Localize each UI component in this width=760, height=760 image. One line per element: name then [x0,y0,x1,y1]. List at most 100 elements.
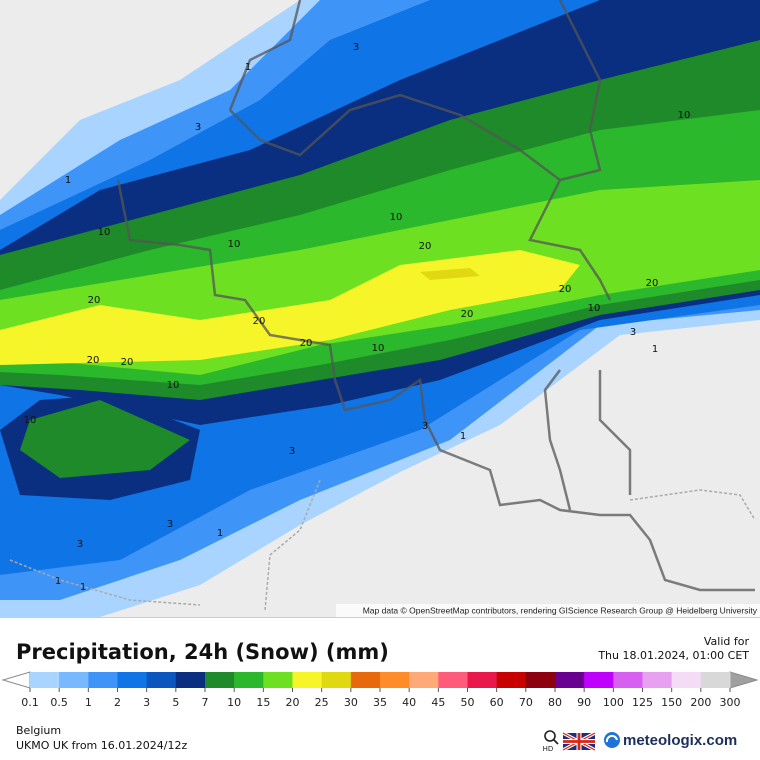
colorbar-tick-label: 200 [690,696,711,709]
colorbar-segment [175,672,206,688]
magnifier-icon [544,730,556,742]
colorbar-segment [613,672,643,688]
border-line [598,370,632,495]
border-line [9,559,201,606]
contour-label: 20 [461,309,474,320]
valid-time: Thu 18.01.2024, 01:00 CET [597,649,749,662]
colorbar-segment [671,672,702,688]
colorbar-tick-label: 45 [431,696,445,709]
colorbar-segment [292,672,323,688]
border-line [228,0,302,111]
contour-label: 1 [65,175,71,186]
brand[interactable]: meteologix.com [604,732,737,749]
attribution-background [336,604,760,617]
colorbar-tick-label: 30 [344,696,358,709]
colorbar-tick-label: 90 [577,696,591,709]
border-line [264,479,321,611]
colorbar-segment [117,672,148,688]
colorbar-tick-label: 10 [227,696,241,709]
model-run: UKMO UK from 16.01.2024/12z [16,739,187,752]
colorbar-tick-label: 100 [603,696,624,709]
colorbar-tick-label: 1 [85,696,92,709]
colorbar-tick-label: 7 [202,696,209,709]
contour-label: 10 [228,239,241,250]
colorbar-segment [642,672,673,688]
colorbar-segment [205,672,235,688]
colorbar-segment [467,672,498,688]
colorbar-segment [700,672,731,688]
map: 1 3 3 1 10 10 10 20 10 20 20 20 20 20 10 10 20 20 20 10 3 1 10… [0,0,760,617]
contour-label: 3 [167,519,173,530]
colorbar-segment [88,672,118,688]
colorbar-segment [350,672,381,688]
border-line [629,489,756,521]
colorbar-segment [584,672,614,688]
flag [563,733,595,750]
contour-label: 3 [630,327,636,338]
contour-label: 20 [300,338,313,349]
contour-label: 20 [121,357,134,368]
contour-label: 20 [646,278,659,289]
colorbar-tick-label: 300 [720,696,741,709]
colorbar-tick-label: 20 [286,696,300,709]
colorbar-tick-label: 2 [114,696,121,709]
brand-logo [605,734,618,743]
colorbar-tick-label: 25 [315,696,329,709]
border-line [543,369,572,511]
colorbar-tick-label: 15 [256,696,270,709]
border-line [558,0,602,182]
language-flag[interactable] [562,731,596,752]
magnifier-icon [553,739,559,745]
colorbar-arrow-low [1,671,31,689]
colorbar-tick-label: 0.1 [21,696,39,709]
contour-label: 3 [422,421,428,432]
colorbar-segment [59,672,89,688]
valid-label: Valid for [704,635,750,648]
border-line [229,93,612,301]
colorbar-segment [409,672,439,688]
contour-label: 10 [390,212,403,223]
legend: Precipitation, 24h (Snow) (mm) Valid for… [0,617,760,753]
colorbar-tick-label: 3 [143,696,150,709]
contour-label: 3 [195,122,201,133]
brand-name: meteologix.com [623,732,737,749]
colorbar-tick-label: 5 [172,696,179,709]
colorbar-tick-label: 50 [461,696,475,709]
attribution: Map data © OpenStreetMap contributors, r… [363,605,758,615]
colorbar-segment [438,672,468,688]
contour-label: 10 [24,415,37,426]
contour-label: 1 [652,344,658,355]
colorbar-segment [555,672,585,688]
contour-label: 10 [588,303,601,314]
colorbar-segment [234,672,264,688]
colorbar-tick-label: 35 [373,696,387,709]
colorbar-arrow-high [729,671,759,689]
borders-minor [9,479,756,611]
brand-logo [604,732,620,748]
region: Belgium [16,724,61,737]
contour-label: 1 [80,582,86,593]
contour-label: 10 [98,227,111,238]
borders [116,0,755,592]
colorbar-segment [263,672,293,688]
colorbar-tick-label: 60 [490,696,504,709]
contour-label: 20 [253,316,266,327]
contour-label: 20 [88,295,101,306]
contour-label: 1 [460,431,466,442]
colorbar-segment [30,672,60,688]
precip-area [20,400,190,478]
contour-label: 10 [372,343,385,354]
colorbar-tick-label: 70 [519,696,533,709]
colorbar-segment [380,672,410,688]
hd-toggle[interactable]: HD [543,730,559,753]
legend-title: Precipitation, 24h (Snow) (mm) [16,640,389,664]
colorbar-segment [146,672,177,688]
contour-label: 20 [87,355,100,366]
colorbar-tick-label: 80 [548,696,562,709]
contour-label: 10 [167,380,180,391]
colorbar-segment [496,672,527,688]
contour-label: 3 [353,42,359,53]
colorbar: 0.1 0.5 1 2 3 5 7 10 15 20 25 30 35 40 45 50 60 70 80 90 100… [21,672,741,709]
contour-label: 20 [419,241,432,252]
